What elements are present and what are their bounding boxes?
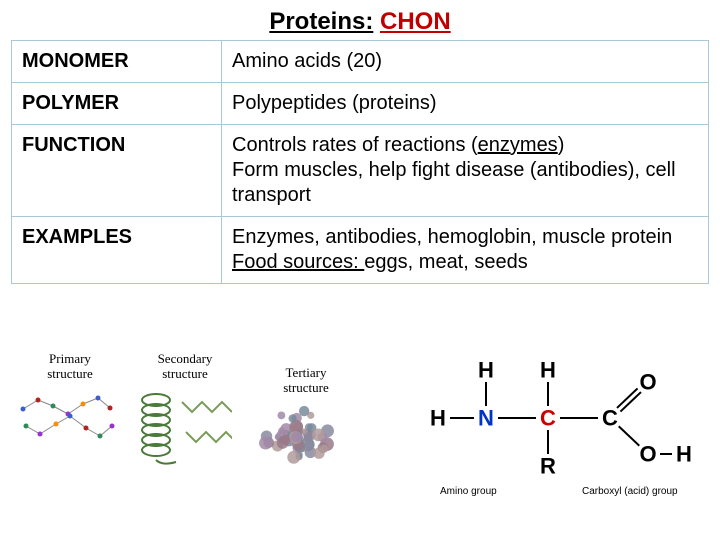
table-row: EXAMPLES Enzymes, antibodies, hemoglobin…: [12, 217, 709, 284]
label-line: Primary: [49, 351, 91, 366]
row-label: FUNCTION: [12, 125, 222, 217]
svg-text:H: H: [676, 442, 692, 467]
tertiary-structure-label: Tertiary structure: [266, 366, 346, 396]
row-value: Polypeptides (proteins): [222, 83, 709, 125]
row-label: POLYMER: [12, 83, 222, 125]
examples-post: eggs, meat, seeds: [364, 251, 527, 273]
amino-group-label: Amino group: [440, 486, 510, 498]
svg-text:C: C: [540, 406, 556, 431]
row-label: MONOMER: [12, 41, 222, 83]
table-row: FUNCTION Controls rates of reactions (en…: [12, 125, 709, 217]
label-line: Tertiary: [286, 365, 327, 380]
properties-table: MONOMER Amino acids (20) POLYMER Polypep…: [11, 40, 709, 284]
secondary-structure-icon: [132, 388, 232, 468]
examples-under: Food sources:: [232, 251, 364, 273]
secondary-structure-label: Secondary structure: [140, 352, 230, 382]
svg-text:N: N: [478, 406, 494, 431]
amino-acid-molecule: HNHCHRCOOH: [408, 348, 708, 480]
illustrations-area: Primary structure Secondary structure Te…: [0, 348, 720, 540]
func-underlined: enzymes: [478, 134, 558, 156]
svg-text:H: H: [540, 358, 556, 383]
examples-plain: Enzymes, antibodies, hemoglobin, muscle …: [232, 226, 672, 248]
page-title: Proteins: CHON: [0, 0, 720, 40]
svg-text:O: O: [639, 370, 656, 395]
title-word1: Proteins:: [269, 8, 373, 35]
row-value: Controls rates of reactions (enzymes)For…: [222, 125, 709, 217]
primary-structure-icon: [18, 394, 118, 450]
label-line: Secondary: [158, 351, 213, 366]
svg-text:R: R: [540, 454, 556, 479]
svg-text:H: H: [430, 406, 446, 431]
label-line: structure: [283, 380, 328, 395]
row-value: Amino acids (20): [222, 41, 709, 83]
row-label: EXAMPLES: [12, 217, 222, 284]
svg-text:C: C: [602, 406, 618, 431]
table-row: MONOMER Amino acids (20): [12, 41, 709, 83]
label-line: structure: [47, 366, 92, 381]
table-row: POLYMER Polypeptides (proteins): [12, 83, 709, 125]
func-pre: Controls rates of reactions (: [232, 134, 478, 156]
title-word2: CHON: [380, 8, 451, 35]
carboxyl-group-label: Carboxyl (acid) group: [582, 486, 682, 498]
label-line: structure: [162, 366, 207, 381]
row-value: Enzymes, antibodies, hemoglobin, muscle …: [222, 217, 709, 284]
tertiary-structure-icon: [252, 400, 348, 478]
svg-text:O: O: [639, 442, 656, 467]
svg-text:H: H: [478, 358, 494, 383]
primary-structure-label: Primary structure: [30, 352, 110, 382]
